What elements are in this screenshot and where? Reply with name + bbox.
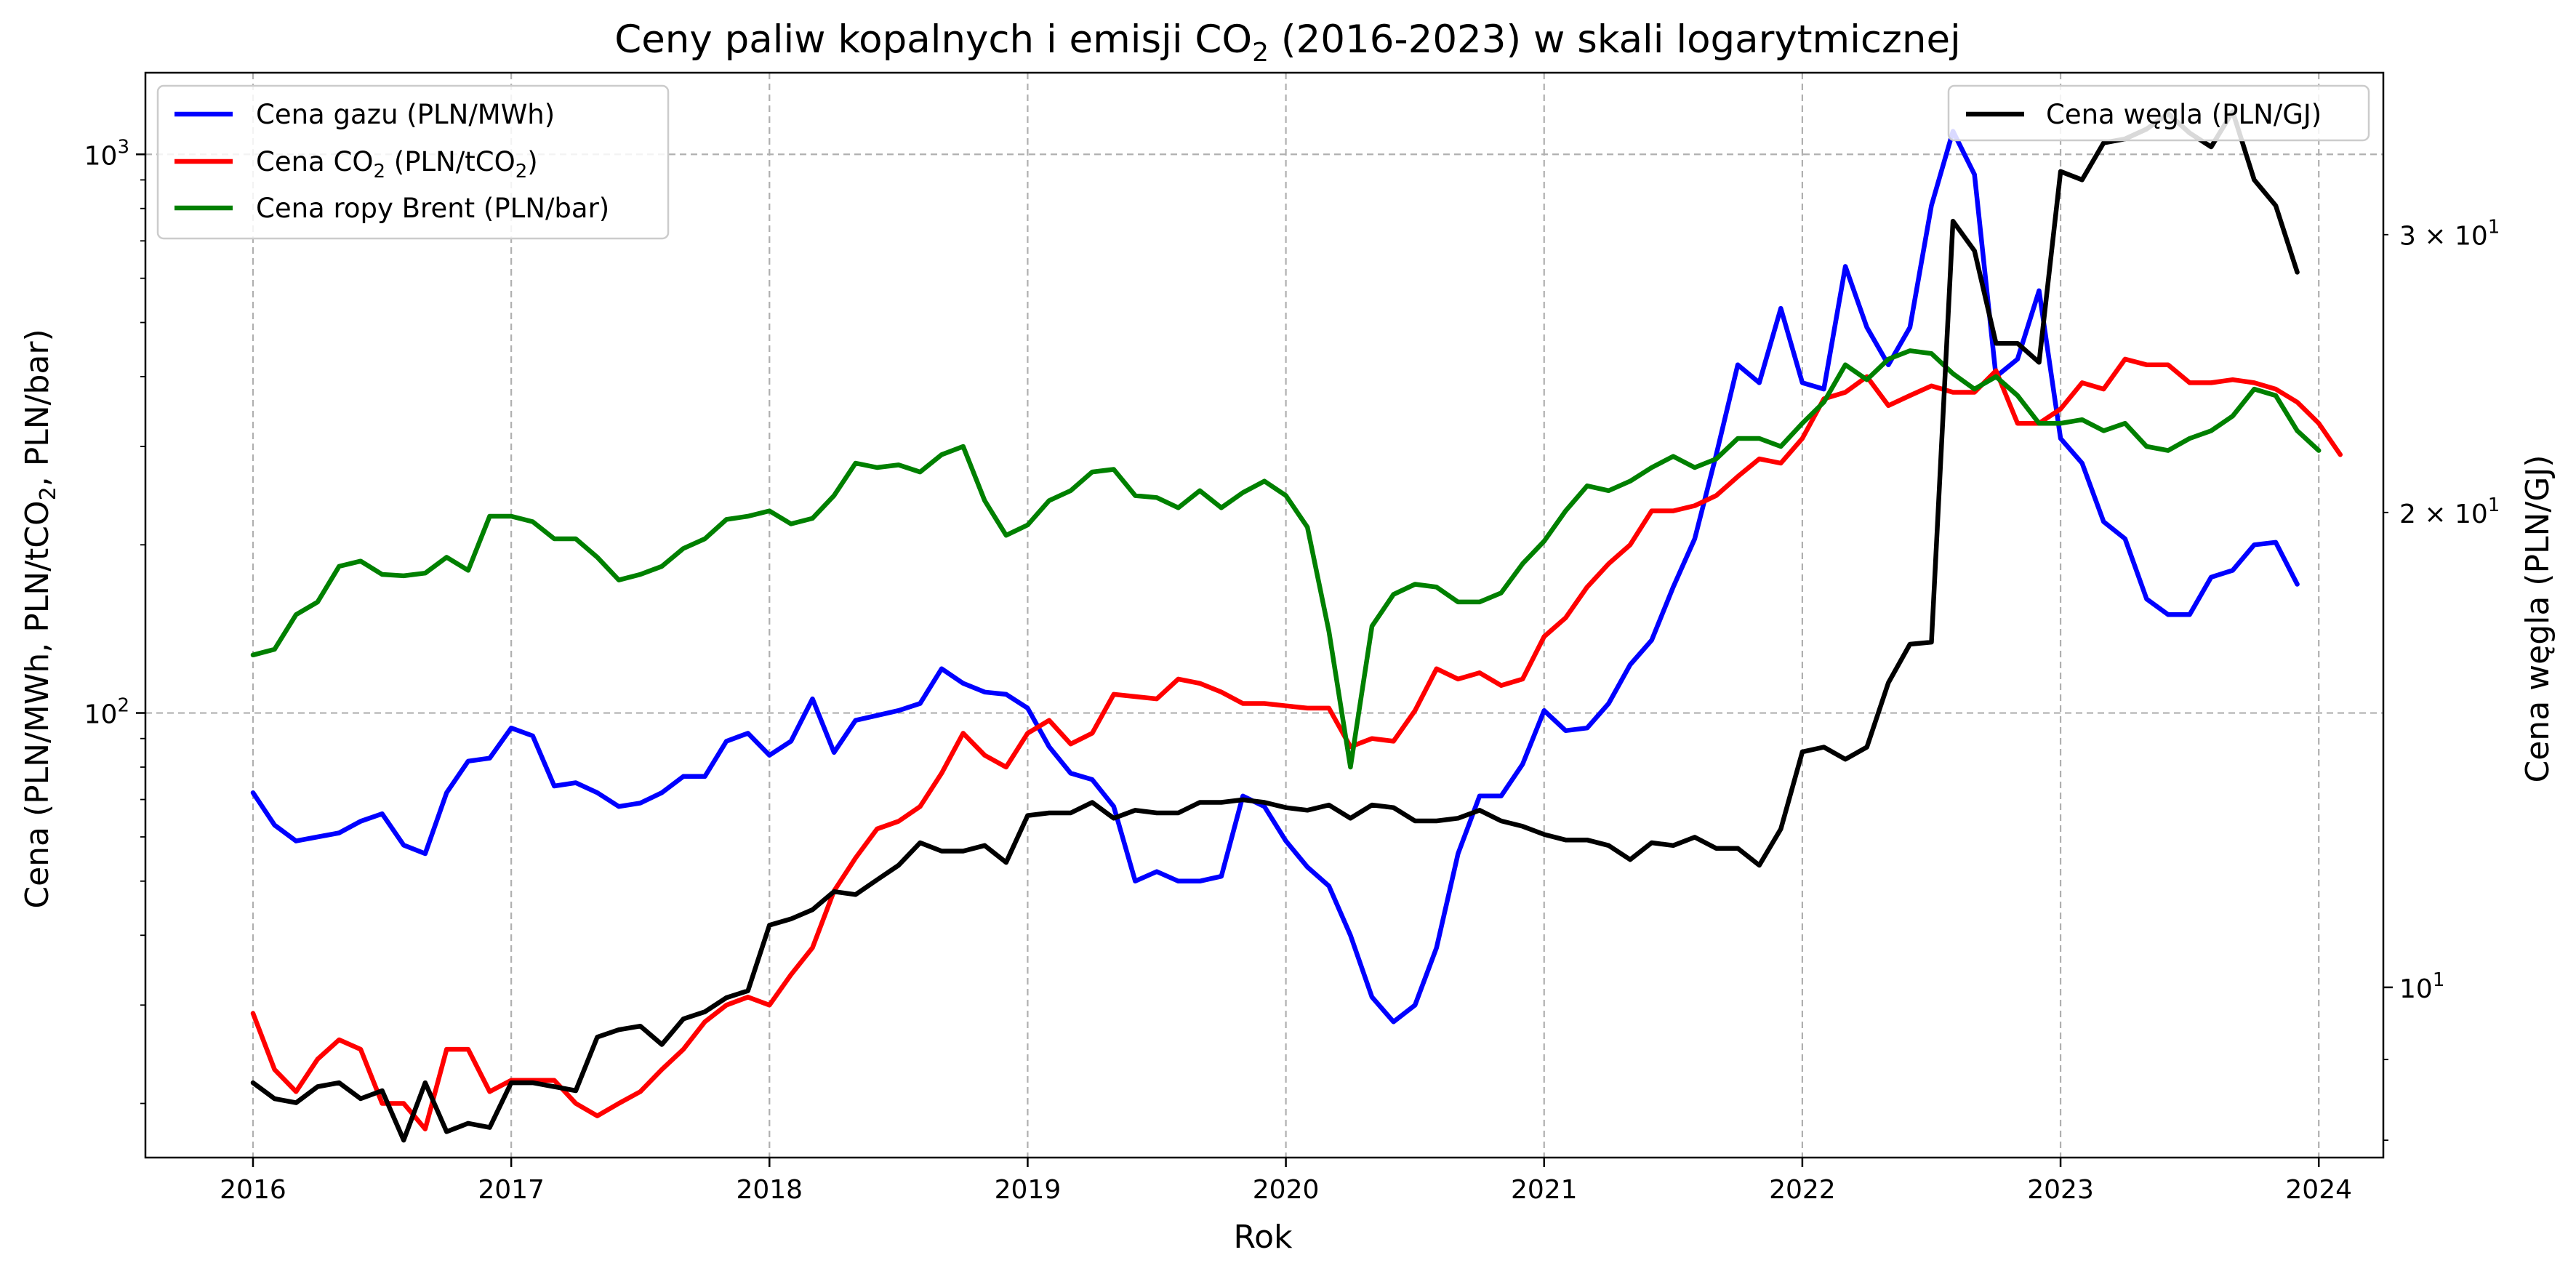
x-tick-label: 2023 <box>2027 1175 2094 1205</box>
legend-label-co2: Cena CO2 (PLN/tCO2) <box>256 146 538 183</box>
y-axis-right: 101 2 × 101 3 × 101 <box>2383 217 2500 1142</box>
x-tick-label: 2017 <box>478 1175 545 1205</box>
x-tick-label: 2020 <box>1253 1175 1320 1205</box>
x-axis: 2016 2017 2018 2019 2020 2021 2022 2023 2024 <box>220 1158 2352 1205</box>
legend-right: Cena węgla (PLN/GJ) <box>1947 84 2370 142</box>
grid <box>145 73 2383 1158</box>
y-axis-left: 102 103 <box>84 136 145 1104</box>
legend-label-coal: Cena węgla (PLN/GJ) <box>2046 99 2322 130</box>
x-tick-label: 2024 <box>2285 1175 2352 1205</box>
series-co2-line <box>250 356 2343 1131</box>
x-axis-title: Rok <box>1234 1219 1293 1256</box>
y-right-tick-label: 101 <box>2399 969 2444 1004</box>
legend-label-brent: Cena ropy Brent (PLN/bar) <box>256 193 609 224</box>
plot-frame <box>144 71 2385 1159</box>
y-left-tick-label: 103 <box>84 136 129 171</box>
legend-label-gas: Cena gazu (PLN/MWh) <box>256 99 555 130</box>
x-tick-label: 2018 <box>736 1175 803 1205</box>
series-coal-line <box>250 109 2300 1143</box>
y-left-tick-label: 102 <box>84 695 129 730</box>
x-tick-label: 2021 <box>1511 1175 1578 1205</box>
legend-right-box <box>1947 84 2370 142</box>
y-axis-left-title: Cena (PLN/MWh, PLN/tCO2, PLN/bar) <box>19 329 61 908</box>
legend-left: Cena gazu (PLN/MWh) Cena CO2 (PLN/tCO2) … <box>156 84 670 240</box>
x-tick-label: 2016 <box>220 1175 286 1205</box>
series-brent-line <box>250 348 2322 770</box>
x-tick-label: 2022 <box>1769 1175 1836 1205</box>
x-tick-label: 2019 <box>995 1175 1062 1205</box>
chart-title: Ceny paliw kopalnych i emisji CO2 (2016-… <box>614 17 1961 68</box>
y-right-tick-label: 3 × 101 <box>2399 217 2500 252</box>
legend-left-box <box>156 84 670 240</box>
y-right-tick-label: 2 × 101 <box>2399 494 2500 529</box>
y-axis-right-title: Cena węgla (PLN/GJ) <box>2519 455 2556 783</box>
